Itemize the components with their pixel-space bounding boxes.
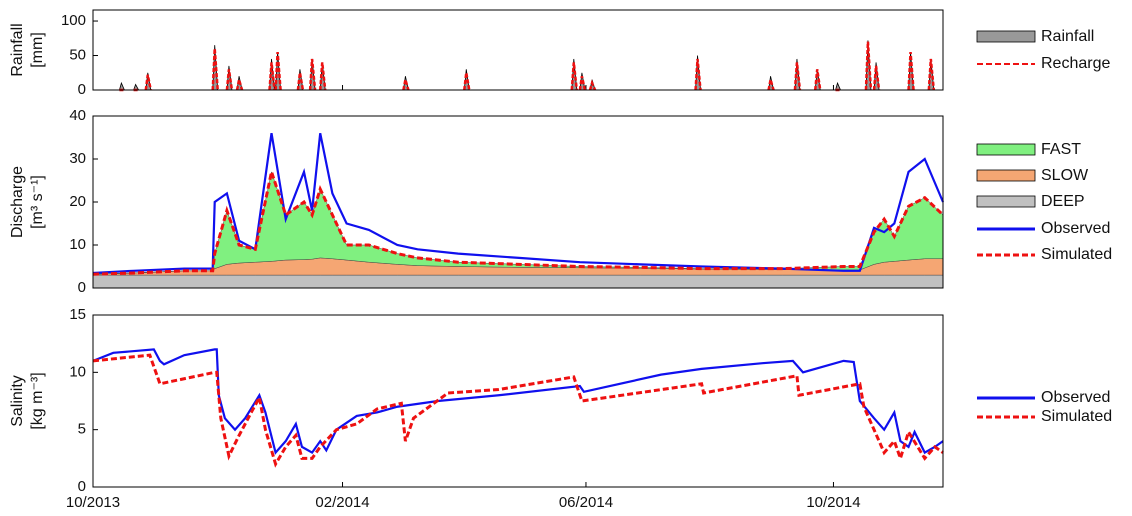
recharge-spike [274, 51, 282, 91]
legend-label: Observed [1041, 389, 1110, 406]
y-tick-label: 0 [78, 81, 86, 98]
series-line [92, 132, 945, 275]
y-axis-label: [kg m⁻³] [29, 372, 46, 429]
y-tick-label: 40 [69, 107, 86, 124]
recharge-spike [578, 75, 587, 91]
recharge-spike [927, 58, 936, 91]
legend-patch [976, 169, 1036, 182]
plot-frame [92, 115, 944, 289]
recharge-spike [268, 62, 276, 91]
legend-patch [976, 30, 1036, 43]
y-tick-label: 100 [61, 12, 86, 29]
x-tick-label: 06/2014 [559, 494, 613, 511]
y-axis-label: [m³ s⁻¹] [29, 175, 46, 229]
x-tick-label: 10/2014 [806, 494, 860, 511]
legend-label: SLOW [1041, 167, 1089, 184]
stacked-area [92, 274, 944, 289]
recharge-spike [402, 79, 410, 91]
y-tick-label: 30 [69, 150, 86, 167]
x-tick-label: 10/2013 [66, 494, 120, 511]
legend-label: Observed [1041, 220, 1110, 237]
recharge-spike [793, 62, 802, 91]
legend-label: Recharge [1041, 55, 1110, 72]
legend-patch [976, 195, 1036, 208]
recharge-spike [588, 79, 597, 91]
x-tick-label: 02/2014 [315, 494, 369, 511]
legend-label: Simulated [1041, 246, 1112, 263]
y-tick-label: 50 [69, 46, 86, 63]
recharge-spike [694, 58, 702, 91]
legend-label: Rainfall [1041, 28, 1094, 45]
recharge-spike [318, 62, 327, 91]
legend-patch [976, 143, 1036, 156]
y-tick-label: 10 [69, 363, 86, 380]
y-tick-label: 10 [69, 236, 86, 253]
plot-frame [92, 314, 944, 488]
recharge-spike [570, 62, 579, 91]
recharge-spike [864, 41, 873, 91]
recharge-spike [225, 69, 234, 91]
series-line [92, 353, 944, 468]
legend-label: Simulated [1041, 408, 1112, 425]
recharge-spike [872, 65, 881, 91]
y-axis-label: [mm] [29, 32, 46, 68]
y-tick-label: 20 [69, 193, 86, 210]
series-line [92, 166, 945, 276]
legend-label: DEEP [1041, 193, 1085, 210]
recharge-spike [144, 74, 152, 91]
recharge-spike [813, 69, 822, 91]
legend-label: FAST [1041, 141, 1081, 158]
recharge-spike [767, 79, 775, 91]
y-tick-label: 5 [78, 421, 86, 438]
y-tick-label: 15 [69, 306, 86, 323]
y-axis-label: Salinity [9, 375, 26, 427]
recharge-spike [235, 79, 244, 91]
y-tick-label: 0 [78, 478, 86, 495]
y-axis-label: Rainfall [9, 23, 26, 76]
recharge-spike [907, 51, 915, 91]
y-axis-label: Discharge [9, 166, 26, 238]
recharge-spike [211, 48, 219, 91]
recharge-spike [308, 58, 317, 91]
plot-frame [92, 9, 944, 91]
y-tick-label: 0 [78, 279, 86, 296]
